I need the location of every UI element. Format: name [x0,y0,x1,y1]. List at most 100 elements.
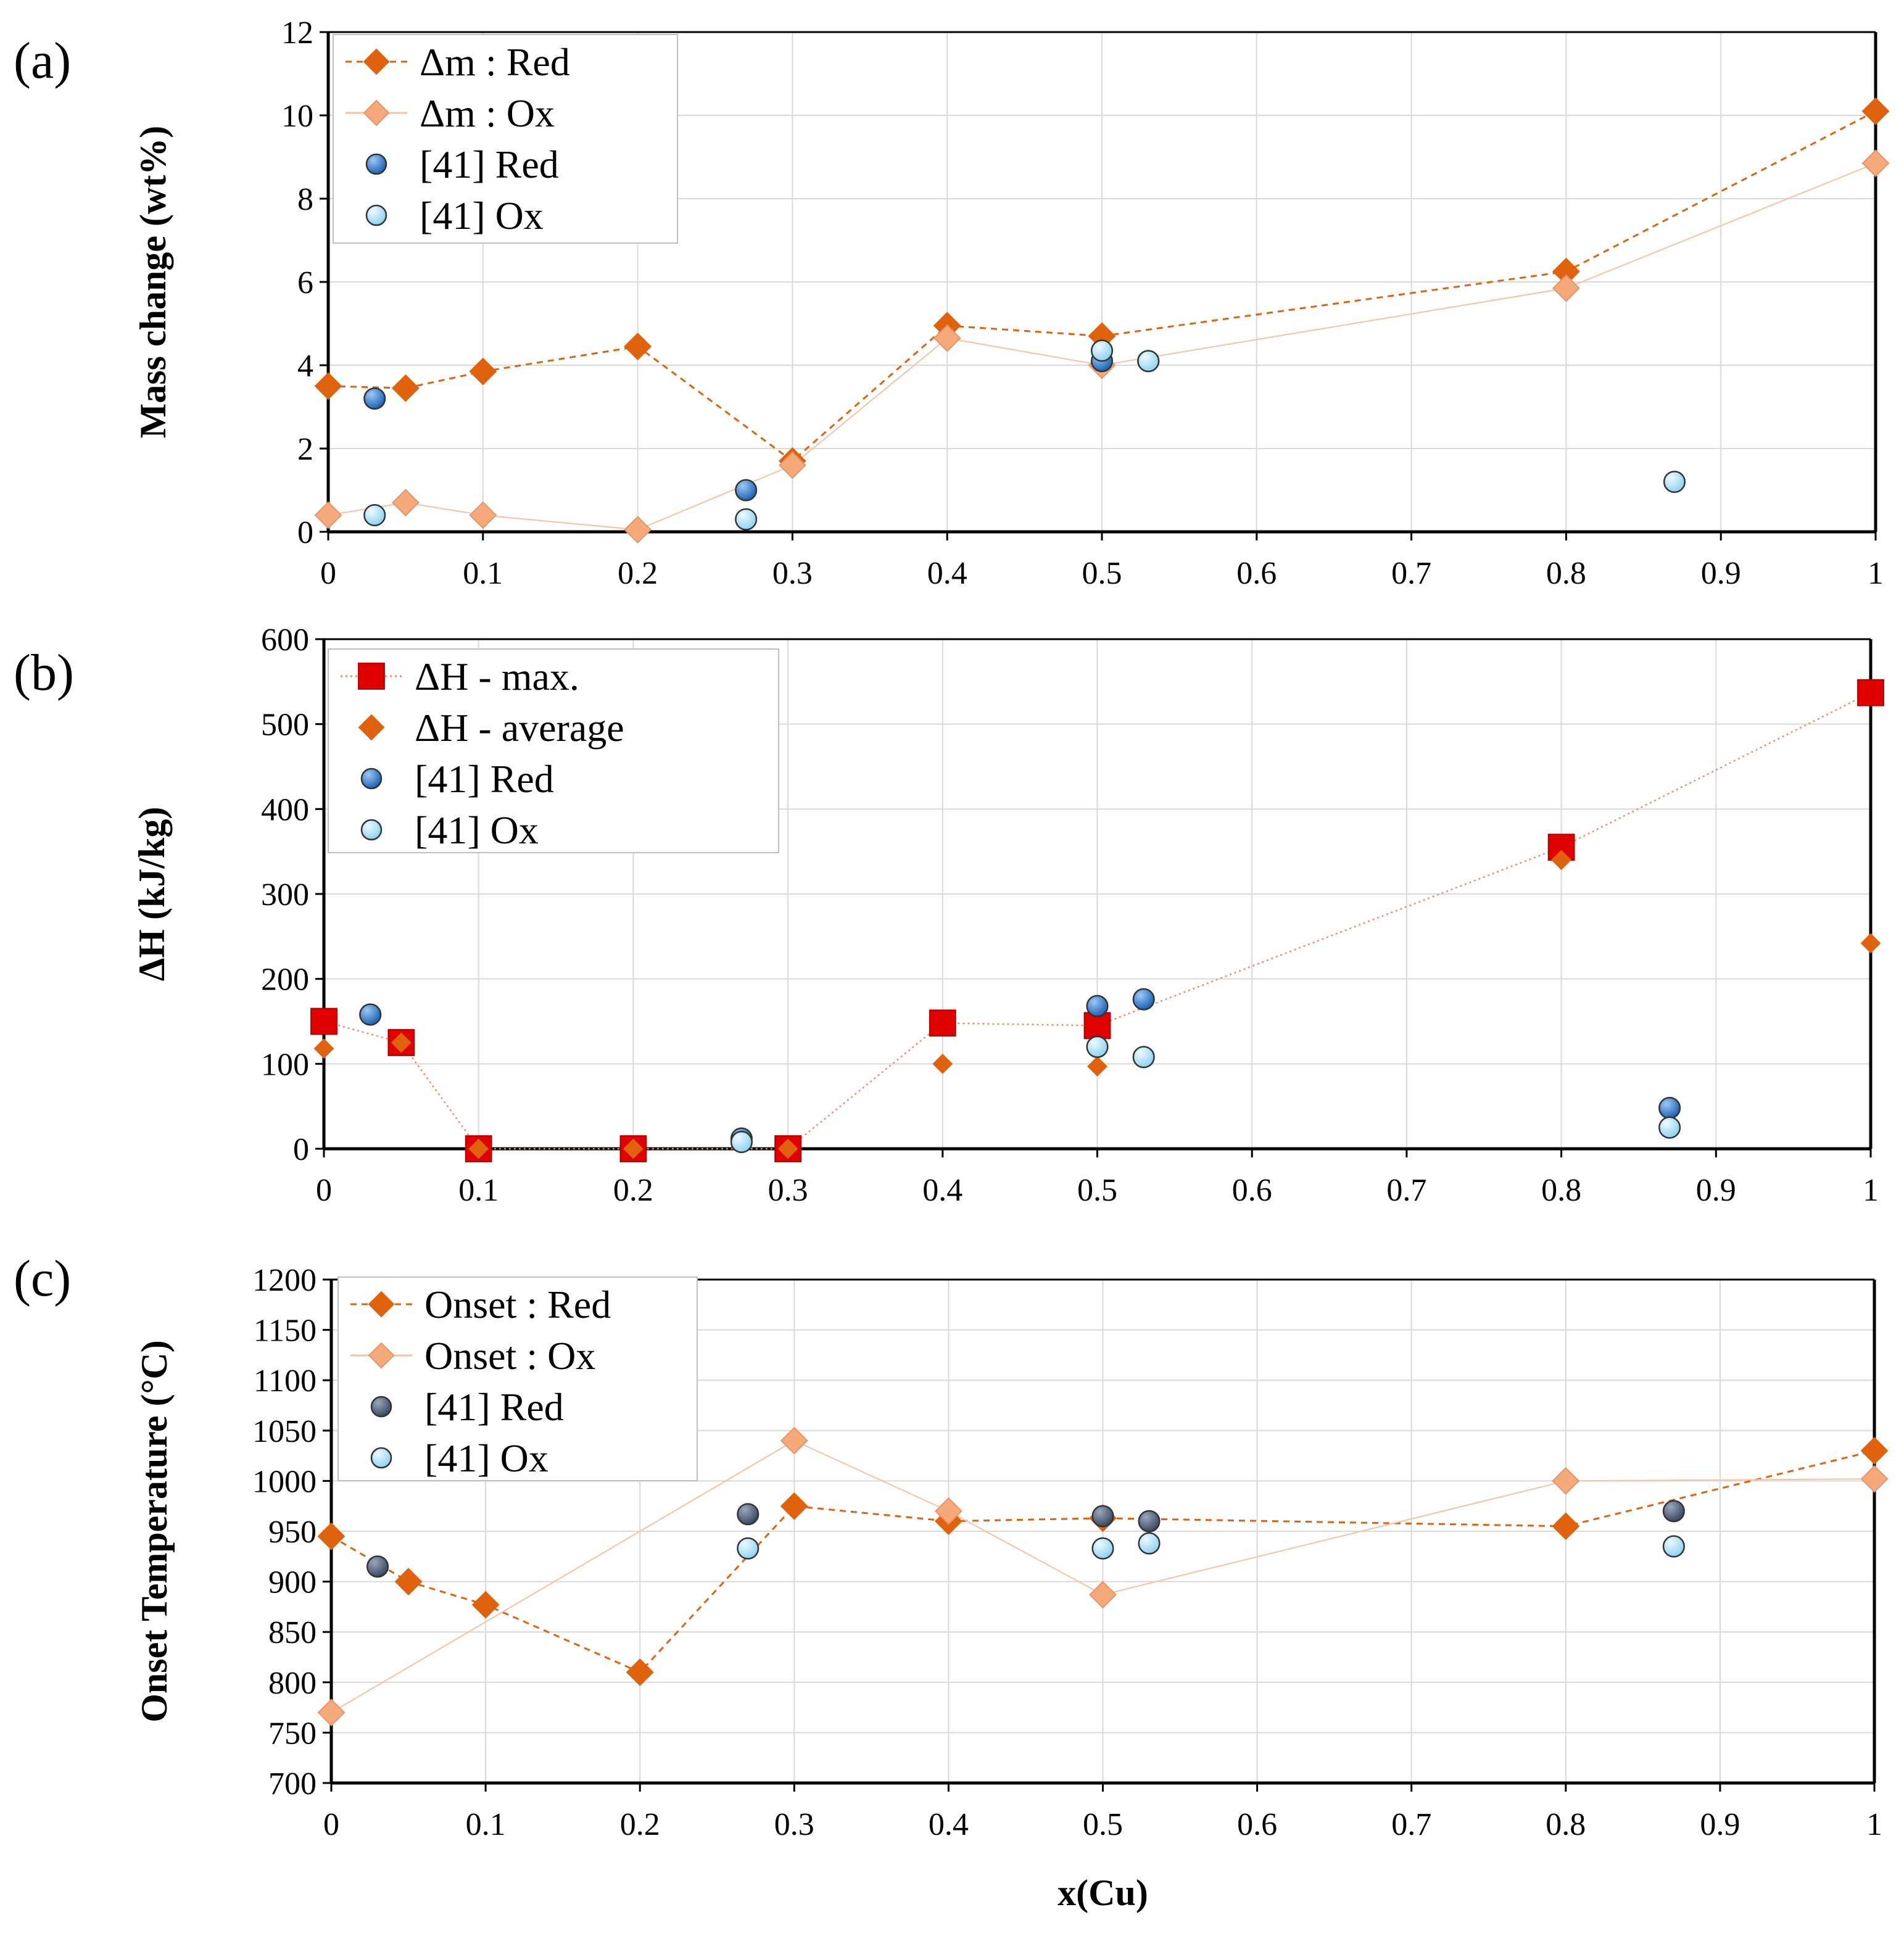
y-tick-label: 750 [268,1716,317,1751]
legend-label: [41] Red [424,1385,564,1429]
legend-marker [370,1447,392,1469]
panel-label: (a) [14,32,71,89]
x-tick-label: 0.9 [1701,556,1741,591]
x-tick-label: 0.3 [768,1173,808,1208]
data-point [735,479,758,502]
data-point [1087,1056,1107,1077]
legend-label: [41] Ox [420,194,544,238]
data-point [777,1138,798,1159]
y-tick-label: 0 [297,515,313,550]
data-point [1091,1537,1114,1560]
legend-box [328,648,779,853]
data-point [394,1568,423,1596]
y-tick-label: 900 [268,1565,317,1600]
legend-label: [41] Red [415,757,554,801]
x-tick-label: 0.9 [1700,1807,1740,1842]
y-tick-label: 10 [281,99,313,134]
x-axis-title: x(Cu) [1058,1872,1148,1913]
x-tick-label: 0.1 [463,556,503,591]
data-point [363,503,386,527]
data-point [1552,274,1580,302]
data-point [730,1130,753,1154]
x-tick-label: 0.4 [922,1173,962,1208]
y-tick-label: 800 [268,1666,317,1701]
data-point [1658,1116,1681,1139]
data-point [934,1497,962,1525]
x-tick-label: 1 [1866,1807,1882,1842]
data-point [314,501,342,529]
data-point [1132,1046,1155,1069]
x-tick-label: 0.6 [1237,1807,1277,1842]
legend-label: [41] Ox [424,1436,548,1480]
x-tick-label: 0.8 [1546,556,1586,591]
data-point [1861,97,1890,125]
legend-marker [365,204,387,226]
y-tick-label: 8 [297,182,313,217]
x-tick-label: 0.5 [1083,1807,1123,1842]
data-point [1091,1505,1114,1528]
data-point [929,1009,956,1037]
y-tick-label: 400 [261,792,309,827]
y-tick-label: 950 [268,1515,317,1550]
x-tick-label: 0.6 [1232,1173,1272,1208]
series-circle [737,1532,1685,1560]
x-tick-label: 0.6 [1236,556,1277,591]
legend-label: Δm : Ox [420,91,555,135]
data-point [1663,470,1686,494]
x-tick-label: 0.3 [772,556,813,591]
data-point [1860,933,1881,954]
data-point [1086,995,1109,1017]
x-tick-label: 0.8 [1541,1173,1581,1208]
data-point [471,1591,500,1619]
data-point [366,1555,389,1578]
data-point [469,357,497,386]
x-tick-label: 0.7 [1386,1173,1426,1208]
data-point [314,372,342,400]
data-point [780,1426,808,1455]
legend-label: Onset : Ox [424,1334,595,1378]
data-point [1137,350,1160,373]
legend-marker [368,1291,395,1318]
y-tick-label: 1200 [252,1263,317,1298]
x-tick-label: 0.5 [1077,1173,1117,1208]
data-point [1662,1500,1685,1523]
y-tick-label: 1100 [254,1363,317,1399]
data-point [932,1053,953,1074]
data-point [1552,1466,1580,1495]
data-point [1090,339,1114,362]
legend-label: [41] Red [420,143,559,186]
legend-marker [363,48,390,75]
data-point [1551,850,1572,871]
series-diamond [314,97,1890,475]
data-point [1860,1437,1889,1465]
y-tick-label: 1050 [252,1414,317,1449]
x-tick-label: 0.3 [774,1807,814,1842]
data-point [1662,1535,1685,1558]
data-point [735,508,758,531]
legend-marker [360,819,383,841]
x-tick-label: 1 [1863,1173,1879,1208]
data-point [778,451,806,479]
series-circle [730,1035,1681,1154]
data-point [1658,1096,1681,1119]
x-tick-label: 0.5 [1082,556,1122,591]
panel-label: (b) [14,644,74,701]
data-point [626,1658,654,1686]
x-tick-label: 0.7 [1391,556,1431,591]
y-tick-label: 200 [261,962,309,998]
data-point [624,333,652,361]
y-tick-label: 500 [261,708,309,743]
series-circle [366,1500,1685,1578]
data-point [317,1698,346,1727]
data-point [359,1003,382,1026]
chart-panel-1: 0 0.1 0.2 0.3 0.4 0.5 0.6 0.7 0.8 0.9 1024681012(a… [14,15,1890,591]
data-point [780,1492,808,1520]
series-diamond [313,850,1881,1159]
series-circle [363,339,1686,531]
y-tick-label: 600 [261,623,309,658]
data-point [469,501,497,529]
legend-marker [360,767,383,790]
legend-marker [358,714,385,741]
data-point [391,374,420,402]
